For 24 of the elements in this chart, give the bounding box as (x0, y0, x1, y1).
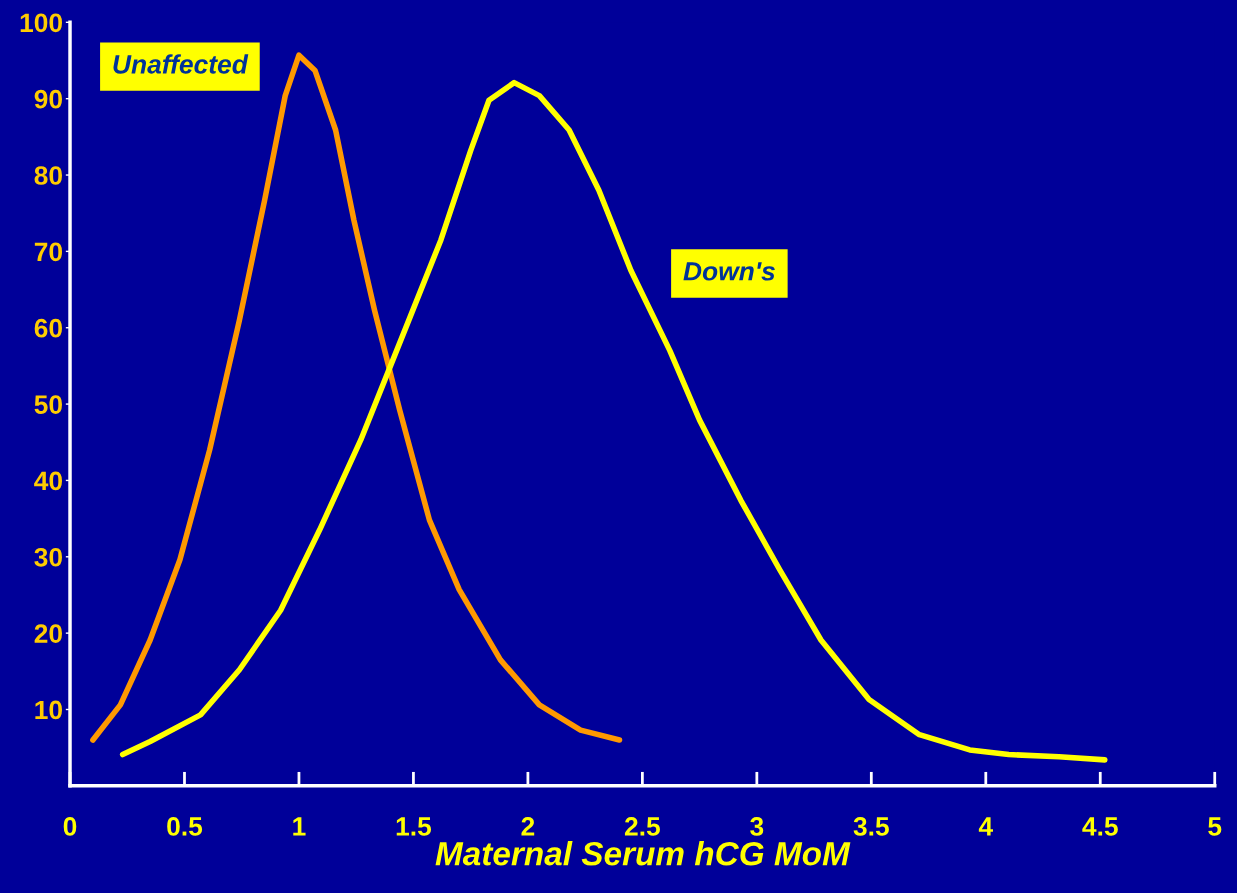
x-tick-label: 5 (1208, 817, 1222, 836)
y-tick-label: 80 (34, 166, 62, 185)
y-tick-label: 40 (34, 471, 62, 491)
x-tick-label: 0 (63, 817, 77, 836)
y-tick-label: 70 (34, 242, 62, 262)
series-label: Down's (683, 262, 775, 281)
x-tick-label: 1.5 (396, 817, 432, 836)
x-tick-label: 2 (521, 817, 535, 836)
y-tick-label: 10 (35, 700, 62, 720)
series-label: Unaffected (113, 54, 249, 74)
x-tick-label: 4 (978, 817, 993, 836)
y-tick-label: 30 (34, 547, 62, 567)
x-axis-title: Maternal Serum hCG MoM (435, 840, 851, 866)
y-tick-label: 100 (20, 13, 62, 33)
x-tick-label: 0.5 (167, 817, 203, 836)
y-tick-label: 60 (34, 318, 62, 338)
x-tick-label: 3 (750, 817, 764, 836)
x-tick-label: 1 (293, 817, 306, 836)
x-tick-label: 3.5 (853, 817, 889, 836)
y-tick-label: 90 (34, 89, 62, 109)
x-tick-label: 2.5 (624, 817, 660, 836)
x-tick-label: 4.5 (1082, 817, 1118, 836)
y-tick-label: 20 (34, 624, 62, 643)
y-tick-label: 50 (34, 395, 62, 414)
